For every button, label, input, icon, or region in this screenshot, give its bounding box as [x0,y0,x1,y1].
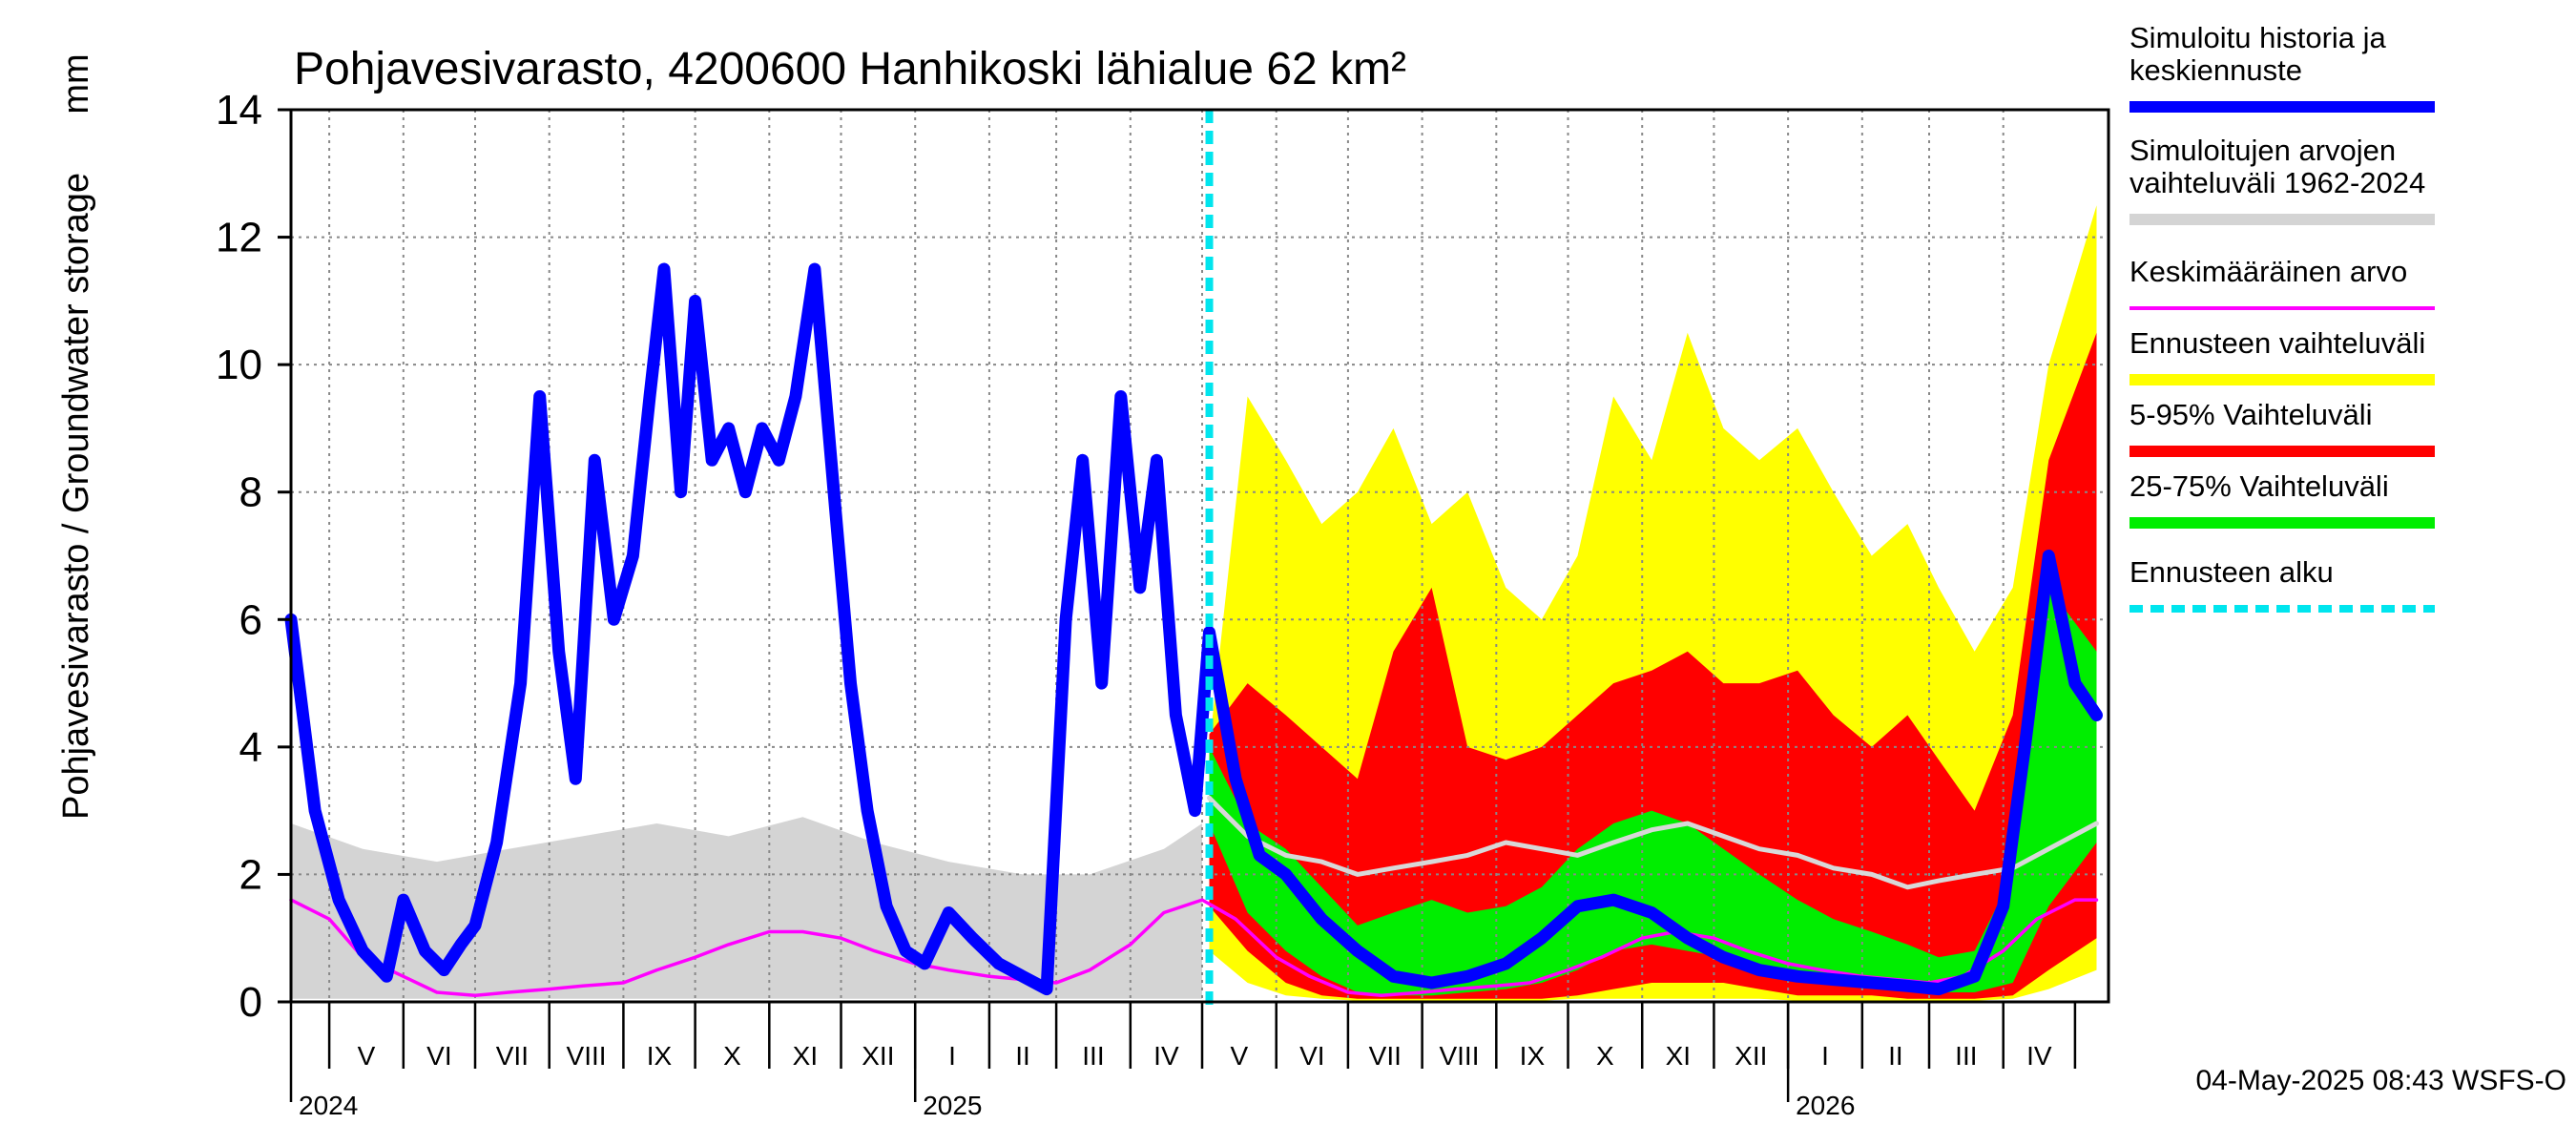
band-0 [291,817,1202,999]
month-label: VI [426,1041,451,1071]
month-label: XII [862,1041,894,1071]
y-tick-label: 0 [239,979,262,1026]
footer-timestamp: 04-May-2025 08:43 WSFS-O [2196,1065,2567,1096]
simulated-history-line [284,262,2103,996]
legend-item: Ennusteen alku [2129,555,2435,613]
y-axis-label: Pohjavesivarasto / Groundwater storage [56,173,96,820]
legend-item: Simuloitujen arvojen vaihteluväli 1962-20… [2129,134,2435,225]
legend-label: Simuloitujen arvojen vaihteluväli 1962-20… [2129,134,2425,199]
legend-label: Ennusteen alku [2129,555,2334,589]
legend-item: Simuloitu historia ja keskiennuste [2129,21,2435,113]
chart-title: Pohjavesivarasto, 4200600 Hanhikoski läh… [294,44,1406,94]
year-label: 2024 [299,1091,358,1120]
band-2 [1209,332,2097,999]
month-label: I [1821,1041,1829,1071]
mean-line-5 [289,898,2099,998]
month-label: X [723,1041,741,1071]
y-tick-label: 4 [239,724,262,771]
bands-layer [291,205,2097,1001]
month-label: VIII [567,1041,607,1071]
lines-layer [284,110,2103,1007]
y-tick-label: 6 [239,596,262,643]
month-label: IV [2026,1041,2052,1071]
legend-label: 5-95% Vaihteluväli [2129,398,2372,431]
month-label: III [1082,1041,1104,1071]
legend-label: Ennusteen vaihteluväli [2129,326,2425,360]
month-label: I [948,1041,956,1071]
legend: Simuloitu historia ja keskiennuste Simuloi… [2129,21,2435,613]
month-label: IX [647,1041,673,1071]
legend-label: Simuloitu historia ja keskiennuste [2129,21,2387,87]
month-label: III [1955,1041,1977,1071]
y-tick-label: 10 [216,342,262,388]
legend-label: 25-75% Vaihteluväli [2129,469,2389,503]
legend-item: 5-95% Vaihteluväli [2129,398,2435,457]
y-tick-label: 8 [239,469,262,516]
month-label: VI [1299,1041,1324,1071]
y-tick-label: 14 [216,87,262,134]
mean-line-4 [1207,795,2099,890]
month-label: VIII [1439,1041,1479,1071]
y-tick-label: 2 [239,851,262,898]
month-label: XI [1666,1041,1691,1071]
legend-item: Keskimääräinen arvo [2129,255,2435,310]
axes-layer [278,108,2110,1102]
month-label: II [1015,1041,1030,1071]
month-label: VII [1369,1041,1402,1071]
plot-frame [289,108,2110,1004]
month-label: XI [793,1041,818,1071]
month-label: VII [496,1041,529,1071]
month-label: V [1231,1041,1249,1071]
month-label: X [1596,1041,1614,1071]
month-label: II [1888,1041,1903,1071]
legend-item: 25-75% Vaihteluväli [2129,469,2435,529]
year-label: 2025 [923,1091,982,1120]
year-label: 2026 [1796,1091,1855,1120]
month-label: IV [1153,1041,1179,1071]
month-label: IX [1520,1041,1546,1071]
legend-item: Ennusteen vaihteluväli [2129,326,2435,385]
month-label: V [358,1041,376,1071]
y-axis-unit: mm [56,53,96,114]
y-tick-label: 12 [216,215,262,261]
legend-label: Keskimääräinen arvo [2129,255,2407,288]
month-label: XII [1735,1041,1767,1071]
